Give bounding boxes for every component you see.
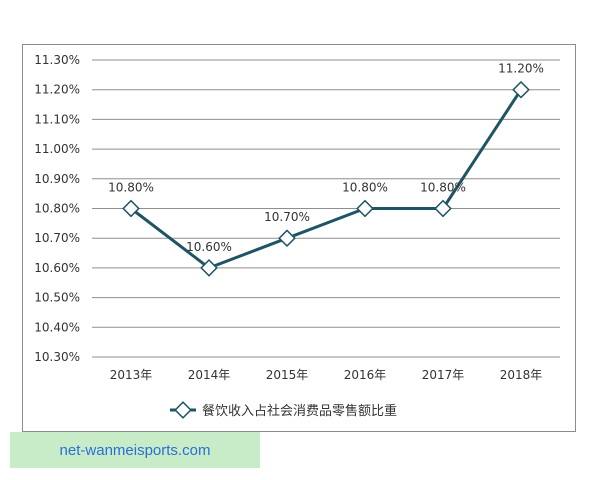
y-tick-label: 11.20% — [34, 83, 80, 97]
x-axis-ticks: 2013年 2014年 2015年 2016年 2017年 2018年 — [110, 368, 543, 382]
legend: 餐饮收入占社会消费品零售额比重 — [170, 401, 397, 419]
data-labels: 10.80% 10.60% 10.70% 10.80% 10.80% 11.20% — [108, 62, 544, 254]
y-tick-label: 10.60% — [34, 261, 80, 275]
x-tick-label: 2016年 — [344, 368, 387, 382]
data-label: 10.70% — [264, 210, 310, 224]
legend-label: 餐饮收入占社会消费品零售额比重 — [202, 403, 397, 419]
series-layer — [122, 80, 530, 277]
data-point — [200, 259, 218, 277]
y-tick-label: 10.90% — [34, 172, 80, 186]
x-tick-label: 2014年 — [188, 368, 231, 382]
data-label: 10.60% — [186, 240, 232, 254]
x-tick-label: 2013年 — [110, 368, 153, 382]
y-tick-label: 11.10% — [34, 112, 80, 126]
x-tick-label: 2015年 — [266, 368, 309, 382]
y-tick-label: 10.30% — [34, 350, 80, 364]
y-axis-ticks: 10.30% 10.40% 10.50% 10.60% 10.70% 10.80% 10.9… — [34, 53, 80, 364]
watermark-banner: net-wanmeisports.com — [10, 432, 260, 468]
data-label: 11.20% — [498, 62, 544, 76]
data-point — [122, 199, 140, 218]
data-label: 10.80% — [108, 181, 154, 195]
watermark-text: net-wanmeisports.com — [59, 441, 211, 459]
y-tick-label: 10.40% — [34, 320, 80, 334]
y-tick-label: 11.30% — [34, 53, 80, 67]
data-label: 10.80% — [420, 181, 466, 195]
legend-marker-swatch — [174, 401, 192, 419]
y-tick-label: 10.70% — [34, 231, 80, 245]
data-point — [278, 229, 296, 248]
data-point — [512, 80, 530, 99]
gridlines — [92, 59, 560, 358]
x-tick-label: 2018年 — [500, 368, 543, 382]
y-tick-label: 10.50% — [34, 291, 80, 305]
y-tick-label: 11.00% — [34, 142, 80, 156]
data-point — [356, 199, 374, 218]
x-tick-label: 2017年 — [422, 368, 465, 382]
series-line — [130, 88, 523, 270]
y-tick-label: 10.80% — [34, 202, 80, 216]
data-label: 10.80% — [342, 181, 388, 195]
data-point — [434, 199, 452, 218]
